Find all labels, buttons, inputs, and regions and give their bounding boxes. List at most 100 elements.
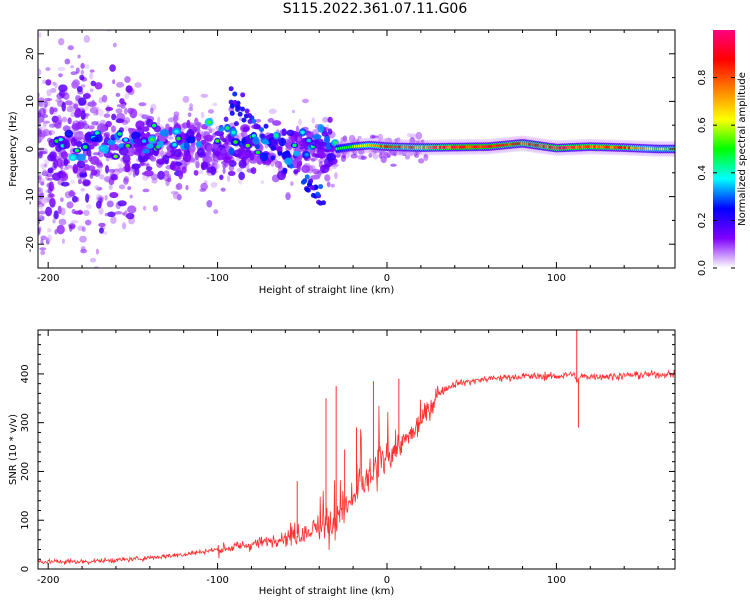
- heatmap-streak: [228, 86, 234, 92]
- heatmap-streak: [233, 121, 239, 127]
- heatmap-speckle: [38, 203, 43, 211]
- heatmap-blob: [49, 106, 55, 115]
- heatmap-speckle: [206, 200, 213, 208]
- heatmap-ridge-cell: [228, 147, 235, 156]
- heatmap-blob: [204, 134, 214, 142]
- heatmap-blob: [71, 80, 79, 89]
- heatmap-streak: [232, 91, 238, 97]
- heatmap-ridge-core: [174, 129, 179, 134]
- heatmap-blob: [73, 110, 82, 118]
- heatmap-speckle: [79, 235, 87, 243]
- heatmap-speckle: [68, 164, 74, 170]
- heatmap-speckle: [122, 212, 126, 216]
- heatmap-ridge-cell: [159, 129, 169, 137]
- heatmap-speckle: [58, 73, 63, 78]
- heatmap-blob: [125, 85, 133, 93]
- heatmap-speckle: [80, 69, 84, 75]
- heatmap-speckle: [324, 174, 331, 182]
- heatmap-blob: [87, 101, 97, 107]
- heatmap-speckle: [44, 97, 53, 102]
- heatmap-blob: [82, 93, 91, 99]
- heatmap-speckle: [142, 205, 147, 211]
- heatmap-blob: [45, 79, 52, 86]
- heatmap-blob: [64, 100, 73, 106]
- heatmap-speckle: [47, 177, 54, 181]
- heatmap-speckle: [80, 245, 86, 252]
- heatmap-speckle: [89, 88, 94, 92]
- heatmap-blob: [237, 148, 243, 156]
- heatmap-blob: [193, 169, 199, 176]
- colorbar-tick-label: 0.6: [697, 117, 708, 133]
- heatmap-speckle: [141, 114, 149, 120]
- heatmap-speckle: [236, 167, 243, 173]
- heatmap-speckle: [285, 192, 291, 201]
- heatmap-speckle: [185, 184, 189, 191]
- heatmap-speckle: [182, 95, 190, 103]
- heatmap-speckle: [52, 218, 56, 224]
- top-x-axis-label: Height of straight line (km): [259, 285, 395, 296]
- heatmap-speckle: [117, 163, 124, 168]
- heatmap-speckle: [63, 167, 70, 171]
- heatmap-ridge-cell: [315, 141, 323, 150]
- heatmap-speckle: [85, 203, 92, 210]
- heatmap-ridge-cell: [183, 141, 190, 150]
- heatmap-blob: [73, 103, 79, 110]
- heatmap-blob: [318, 149, 325, 157]
- heatmap-blob: [173, 114, 178, 122]
- heatmap-ridge-core: [300, 130, 305, 135]
- heatmap-speckle: [54, 82, 58, 89]
- heatmap-blob: [53, 210, 59, 220]
- heatmap-speckle: [38, 227, 41, 235]
- heatmap-ridge-core: [141, 139, 147, 143]
- top-y-tick-label: 0: [25, 146, 36, 152]
- heatmap-speckle: [222, 167, 226, 174]
- heatmap-blob: [272, 120, 282, 126]
- heatmap-streak: [244, 108, 250, 114]
- heatmap-blob: [85, 193, 90, 203]
- heatmap-ridge-cell: [196, 147, 206, 157]
- heatmap-speckle: [115, 108, 123, 114]
- heatmap-blob: [186, 129, 195, 139]
- heatmap-blob: [47, 167, 54, 174]
- heatmap-blob: [109, 192, 119, 199]
- heatmap-blob: [327, 116, 333, 123]
- heatmap-speckle: [157, 116, 161, 125]
- heatmap-ridge-cell: [326, 152, 337, 162]
- bottom-x-tick-label: -100: [206, 575, 229, 586]
- heatmap-blob: [57, 205, 62, 215]
- heatmap-blob: [95, 200, 102, 209]
- heatmap-ridge-cell: [317, 124, 325, 133]
- heatmap-blob: [202, 155, 213, 164]
- heatmap-speckle: [255, 118, 262, 123]
- heatmap-blob: [108, 143, 119, 151]
- heatmap-blob: [58, 84, 68, 92]
- colorbar-tick-label: 0.4: [697, 165, 708, 181]
- heatmap-ridge-core: [152, 123, 157, 128]
- heatmap-blob: [76, 160, 86, 169]
- heatmap-speckle: [410, 140, 419, 144]
- heatmap-ridge-cell: [131, 131, 141, 140]
- heatmap-blob: [127, 205, 137, 214]
- heatmap-streak: [293, 169, 299, 175]
- top-y-tick-label: 20: [25, 47, 36, 60]
- heatmap-speckle: [108, 168, 116, 173]
- heatmap-speckle: [112, 42, 117, 48]
- heatmap-ridge-core: [113, 154, 118, 159]
- heatmap-blob: [57, 157, 63, 168]
- heatmap-speckle: [83, 159, 88, 163]
- heatmap-speckle: [101, 94, 108, 103]
- heatmap-speckle: [42, 122, 47, 128]
- heatmap-speckle: [260, 180, 265, 184]
- heatmap-blob: [195, 132, 202, 143]
- heatmap-blob: [219, 174, 224, 181]
- heatmap-blob: [94, 82, 103, 90]
- heatmap-ridge-cell: [75, 140, 83, 148]
- heatmap-speckle: [207, 128, 216, 133]
- top-x-tick-label: 100: [547, 273, 566, 284]
- heatmap-speckle: [89, 72, 94, 80]
- heatmap-blob: [109, 64, 116, 72]
- heatmap-speckle: [38, 174, 42, 180]
- heatmap-speckle: [415, 131, 423, 140]
- heatmap-blob: [68, 191, 76, 197]
- heatmap-speckle: [45, 67, 51, 71]
